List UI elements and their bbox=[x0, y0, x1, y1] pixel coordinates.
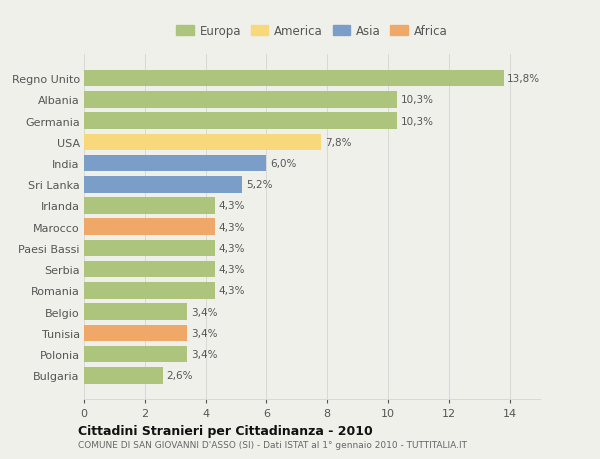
Text: 4,3%: 4,3% bbox=[218, 243, 245, 253]
Bar bbox=[84, 113, 397, 129]
Text: 7,8%: 7,8% bbox=[325, 138, 351, 147]
Bar bbox=[84, 198, 215, 214]
Bar bbox=[84, 92, 397, 108]
Bar bbox=[84, 219, 215, 235]
Bar bbox=[84, 156, 266, 172]
Bar bbox=[84, 177, 242, 193]
Text: 4,3%: 4,3% bbox=[218, 201, 245, 211]
Bar bbox=[84, 304, 187, 320]
Text: 5,2%: 5,2% bbox=[246, 180, 272, 190]
Legend: Europa, America, Asia, Africa: Europa, America, Asia, Africa bbox=[173, 22, 451, 41]
Text: 10,3%: 10,3% bbox=[401, 116, 434, 126]
Text: 6,0%: 6,0% bbox=[270, 159, 296, 168]
Text: 3,4%: 3,4% bbox=[191, 307, 218, 317]
Text: 3,4%: 3,4% bbox=[191, 349, 218, 359]
Text: 3,4%: 3,4% bbox=[191, 328, 218, 338]
Text: 2,6%: 2,6% bbox=[167, 370, 193, 381]
Bar bbox=[84, 325, 187, 341]
Bar bbox=[84, 367, 163, 384]
Bar bbox=[84, 71, 503, 87]
Text: 13,8%: 13,8% bbox=[507, 74, 540, 84]
Text: Cittadini Stranieri per Cittadinanza - 2010: Cittadini Stranieri per Cittadinanza - 2… bbox=[78, 424, 373, 437]
Bar bbox=[84, 261, 215, 278]
Text: 4,3%: 4,3% bbox=[218, 286, 245, 296]
Bar bbox=[84, 240, 215, 257]
Text: 10,3%: 10,3% bbox=[401, 95, 434, 105]
Text: 4,3%: 4,3% bbox=[218, 222, 245, 232]
Text: COMUNE DI SAN GIOVANNI D'ASSO (SI) - Dati ISTAT al 1° gennaio 2010 - TUTTITALIA.: COMUNE DI SAN GIOVANNI D'ASSO (SI) - Dat… bbox=[78, 441, 467, 449]
Bar bbox=[84, 282, 215, 299]
Bar bbox=[84, 346, 187, 363]
Text: 4,3%: 4,3% bbox=[218, 264, 245, 274]
Bar bbox=[84, 134, 321, 151]
